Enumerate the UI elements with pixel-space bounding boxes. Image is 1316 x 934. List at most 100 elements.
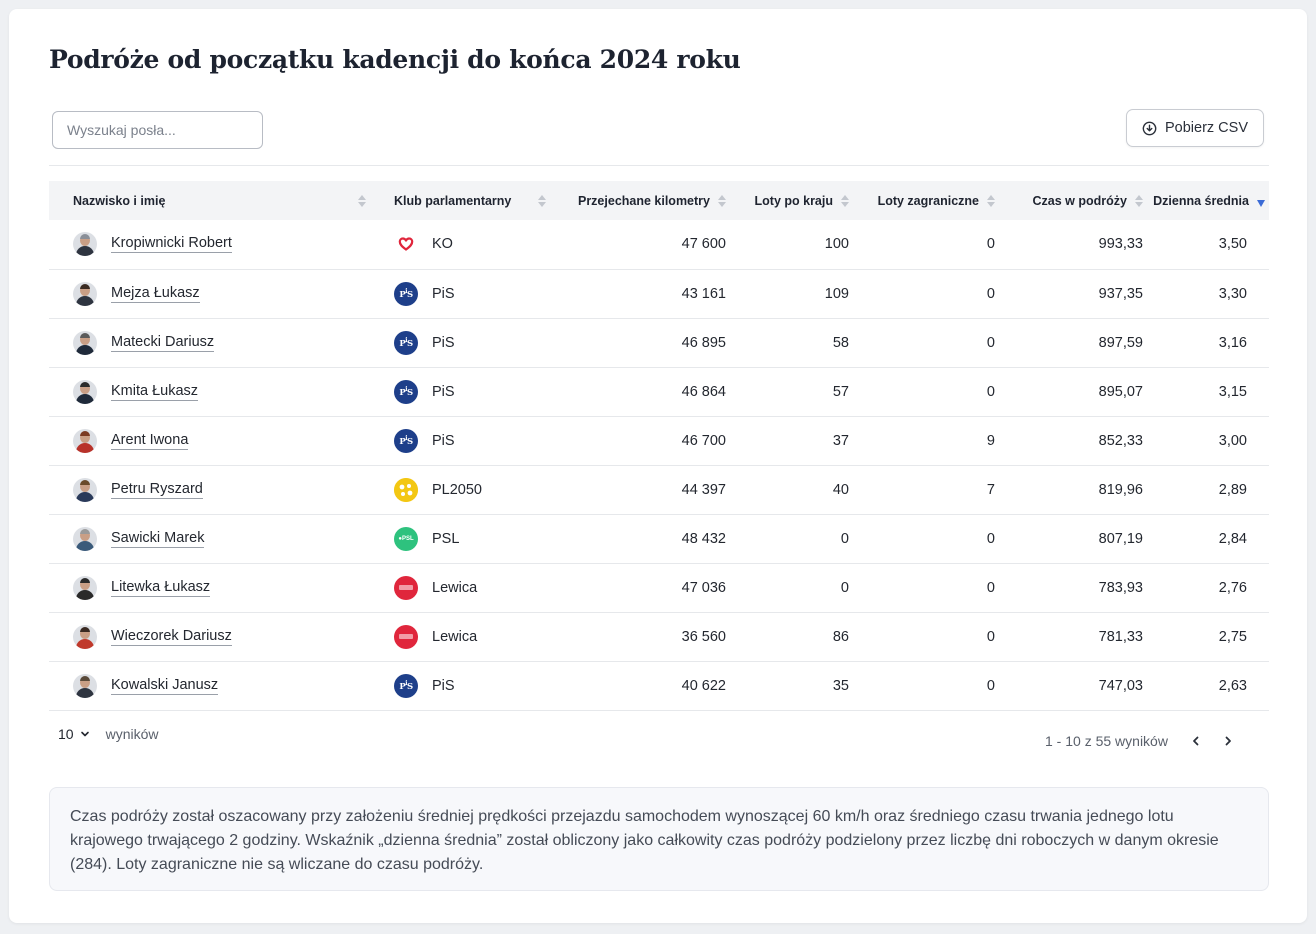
mp-name-link[interactable]: Mejza Łukasz	[111, 284, 200, 303]
cell-club: Lewica	[378, 563, 546, 612]
club-logo-icon: ●PSL	[394, 526, 418, 551]
next-page-button[interactable]	[1214, 727, 1242, 755]
page-size-suffix: wyników	[105, 726, 159, 742]
cell-domestic-flights: 0	[840, 530, 849, 547]
cell-travel-time: 807,19	[1098, 530, 1143, 547]
search-input[interactable]	[52, 111, 263, 149]
cell-name: Arent Iwona	[49, 416, 378, 465]
cell-travel-time: 819,96	[1098, 481, 1143, 498]
sort-icon	[358, 194, 366, 207]
table-row: Sawicki Marek ●PSL PSL 48 432 0 0 807,19…	[49, 514, 1269, 563]
sort-icon	[718, 194, 726, 207]
cell-travel-time: 895,07	[1098, 383, 1143, 400]
cell-km: 48 432	[681, 530, 726, 547]
cell-travel-time: 852,33	[1098, 432, 1143, 449]
cell-foreign-flights: 7	[986, 481, 995, 498]
download-csv-button[interactable]: Pobierz CSV	[1126, 109, 1264, 147]
table-row: Wieczorek Dariusz Lewica 36 560 86 0 781…	[49, 612, 1269, 661]
avatar	[73, 624, 97, 649]
sort-desc-icon	[1257, 200, 1265, 207]
column-header-daily-average[interactable]: Dzienna średnia	[1143, 181, 1269, 220]
cell-domestic-flights: 58	[832, 334, 849, 351]
column-header-label: Loty po kraju	[754, 193, 833, 208]
cell-foreign-flights: 0	[986, 530, 995, 547]
table-row: Matecki Dariusz PiS PiS 46 895 58 0 897,…	[49, 318, 1269, 367]
travel-card: Podróże od początku kadencji do końca 20…	[9, 9, 1307, 923]
cell-km: 36 560	[681, 628, 726, 645]
cell-daily-average: 3,15	[1218, 383, 1247, 400]
table-row: Petru Ryszard PL2050 44 397 40 7 819,96 …	[49, 465, 1269, 514]
table-row: Kropiwnicki Robert KO 47 600 100 0 993,3…	[49, 220, 1269, 269]
cell-travel-time: 897,59	[1098, 334, 1143, 351]
pagination-range: 1 - 10 z 55 wyników	[1045, 733, 1168, 749]
club-logo-icon: PiS	[394, 281, 418, 306]
cell-daily-average: 2,75	[1218, 628, 1247, 645]
cell-name: Litewka Łukasz	[49, 563, 378, 612]
table-header-row: Nazwisko i imię Klub parlamentarny Przej…	[49, 181, 1269, 220]
previous-page-button[interactable]	[1182, 727, 1210, 755]
cell-domestic-flights: 40	[832, 481, 849, 498]
mp-name-link[interactable]: Petru Ryszard	[111, 480, 203, 499]
club-logo-icon: PiS	[394, 673, 418, 698]
club-logo-icon: PiS	[394, 428, 418, 453]
page-size-control: 10 wyników	[58, 726, 158, 742]
cell-domestic-flights: 0	[840, 579, 849, 596]
mp-name-link[interactable]: Sawicki Marek	[111, 529, 205, 548]
cell-foreign-flights: 0	[986, 677, 995, 694]
table-row: Kowalski Janusz PiS PiS 40 622 35 0 747,…	[49, 661, 1269, 710]
cell-name: Wieczorek Dariusz	[49, 612, 378, 661]
column-header-domestic-flights[interactable]: Loty po kraju	[726, 181, 849, 220]
avatar	[73, 673, 97, 698]
cell-club: Lewica	[378, 612, 546, 661]
cell-km: 40 622	[681, 677, 726, 694]
chevron-down-icon	[80, 726, 90, 742]
cell-km: 46 864	[681, 383, 726, 400]
club-name: Lewica	[432, 628, 478, 645]
column-header-club[interactable]: Klub parlamentarny	[378, 181, 546, 220]
avatar	[73, 330, 97, 355]
page-size-select[interactable]: 10	[58, 726, 90, 742]
cell-domestic-flights: 109	[824, 285, 849, 302]
club-name: PiS	[432, 285, 455, 302]
club-logo-icon	[394, 477, 418, 502]
cell-km: 43 161	[681, 285, 726, 302]
cell-daily-average: 3,50	[1218, 236, 1247, 253]
cell-domestic-flights: 100	[824, 236, 849, 253]
club-logo-icon	[394, 232, 418, 257]
mp-name-link[interactable]: Matecki Dariusz	[111, 333, 215, 352]
mp-name-link[interactable]: Wieczorek Dariusz	[111, 627, 232, 646]
cell-foreign-flights: 0	[986, 383, 995, 400]
cell-travel-time: 993,33	[1098, 236, 1143, 253]
column-header-label: Czas w podróży	[1032, 193, 1127, 208]
cell-km: 46 700	[681, 432, 726, 449]
club-name: PiS	[432, 432, 455, 449]
mp-name-link[interactable]: Litewka Łukasz	[111, 578, 211, 597]
column-header-label: Nazwisko i imię	[73, 193, 166, 208]
column-header-travel-time[interactable]: Czas w podróży	[995, 181, 1143, 220]
cell-domestic-flights: 86	[832, 628, 849, 645]
mp-name-link[interactable]: Kowalski Janusz	[111, 676, 219, 695]
methodology-note: Czas podróży został oszacowany przy zało…	[49, 787, 1269, 891]
column-header-label: Klub parlamentarny	[394, 193, 512, 208]
avatar	[73, 477, 97, 502]
cell-club: ●PSL PSL	[378, 514, 546, 563]
mp-name-link[interactable]: Kropiwnicki Robert	[111, 235, 232, 254]
cell-club: PiS PiS	[378, 367, 546, 416]
cell-daily-average: 3,30	[1218, 285, 1247, 302]
column-header-km[interactable]: Przejechane kilometry	[546, 181, 726, 220]
mp-name-link[interactable]: Arent Iwona	[111, 431, 189, 450]
club-logo-icon: PiS	[394, 379, 418, 404]
cell-travel-time: 937,35	[1098, 285, 1143, 302]
mp-name-link[interactable]: Kmita Łukasz	[111, 382, 199, 401]
cell-name: Kmita Łukasz	[49, 367, 378, 416]
table-row: Arent Iwona PiS PiS 46 700 37 9 852,33 3…	[49, 416, 1269, 465]
column-header-foreign-flights[interactable]: Loty zagraniczne	[849, 181, 995, 220]
cell-club: PL2050	[378, 465, 546, 514]
download-csv-label: Pobierz CSV	[1164, 120, 1248, 136]
cell-km: 47 036	[681, 579, 726, 596]
mp-travel-table: Nazwisko i imię Klub parlamentarny Przej…	[49, 181, 1269, 711]
page-size-value: 10	[58, 726, 74, 742]
column-header-name[interactable]: Nazwisko i imię	[49, 181, 378, 220]
sort-icon	[538, 194, 546, 207]
cell-name: Kropiwnicki Robert	[49, 220, 378, 269]
